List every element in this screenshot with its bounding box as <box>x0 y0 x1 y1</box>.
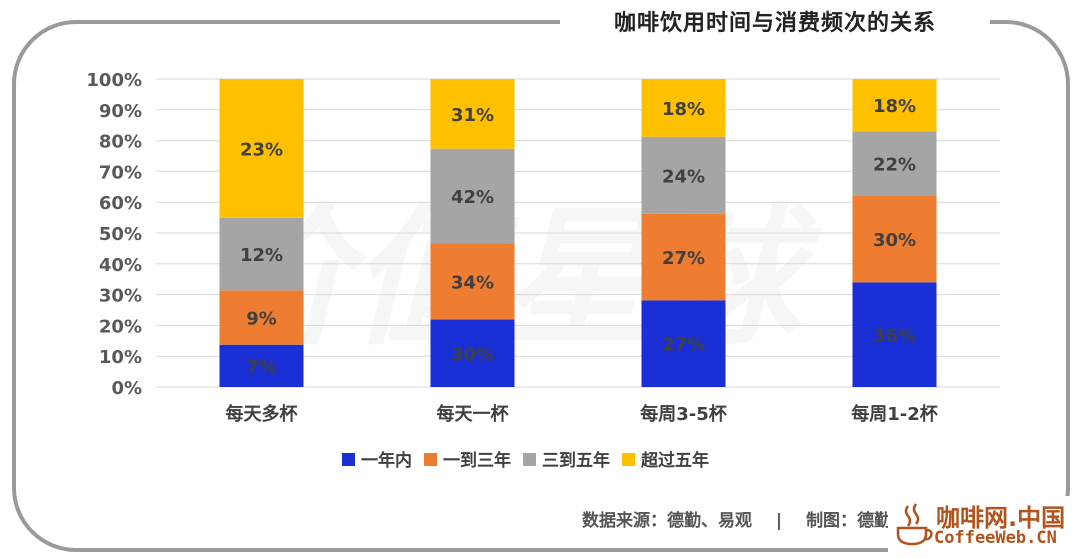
y-tick-label: 90% <box>99 101 142 122</box>
logo-name-en: CoffeeWeb.CN <box>934 528 1057 548</box>
bar-segment <box>852 195 937 283</box>
bar-segment <box>219 290 304 345</box>
separator: | <box>775 511 783 531</box>
y-tick-label: 100% <box>86 70 142 91</box>
bar-segment <box>641 79 726 137</box>
legend-label: 超过五年 <box>641 450 709 471</box>
data-label: 9% <box>246 309 277 330</box>
x-category-label: 每天多杯 <box>226 403 299 425</box>
data-label: 27% <box>662 248 705 269</box>
bar-segment <box>852 79 937 132</box>
legend-swatch <box>342 453 355 466</box>
bar-segment <box>430 79 515 149</box>
data-label: 24% <box>662 166 705 187</box>
credit-value: 德勤 <box>857 511 892 531</box>
stacked-bar-chart: 0% 10% 20% 30% 40% 50% 60% 70% 80% 90% 100% 7% 9% 12%… <box>86 70 1000 471</box>
data-label: 23% <box>240 139 283 160</box>
bar-segment <box>430 148 515 244</box>
data-label: 36% <box>873 326 916 347</box>
x-category-label: 每周3-5杯 <box>640 403 728 425</box>
y-tick-label: 20% <box>99 316 142 337</box>
legend-swatch <box>622 453 635 466</box>
bar-segment <box>641 300 726 387</box>
bar-segment <box>219 344 304 387</box>
bar-segment <box>430 319 515 387</box>
y-tick-label: 80% <box>99 132 142 153</box>
x-category-label: 每周1-2杯 <box>851 403 939 425</box>
bar-segment <box>852 282 937 387</box>
chart-title: 咖啡饮用时间与消费频次的关系 <box>560 4 990 44</box>
coffee-cup-icon <box>896 503 933 546</box>
data-label: 34% <box>451 272 494 293</box>
legend-label: 三到五年 <box>542 450 610 471</box>
data-label: 12% <box>240 245 283 266</box>
y-tick-label: 10% <box>99 347 142 368</box>
data-label: 31% <box>451 105 494 126</box>
data-label: 42% <box>451 187 494 208</box>
source-line: 数据来源：德勤、易观 | 制图：德勤 <box>582 506 891 531</box>
bar-segment <box>430 243 515 320</box>
x-category-label: 每天一杯 <box>437 403 510 425</box>
legend-swatch <box>523 453 536 466</box>
y-tick-label: 60% <box>99 193 142 214</box>
y-tick-label: 0% <box>111 378 142 399</box>
bar-segment <box>852 131 937 196</box>
legend-label: 一年内 <box>361 450 412 471</box>
data-label: 18% <box>873 96 916 117</box>
data-label: 18% <box>662 99 705 120</box>
logo-name-cn: 咖啡网.中国 <box>936 504 1066 532</box>
bar-segment <box>641 136 726 214</box>
data-label: 22% <box>873 154 916 175</box>
data-label: 7% <box>246 357 277 378</box>
logo: 咖啡网.中国 CoffeeWeb.CN <box>888 496 1074 554</box>
y-tick-label: 50% <box>99 224 142 245</box>
legend-label: 一到三年 <box>443 450 511 471</box>
data-label: 30% <box>451 344 494 365</box>
y-tick-label: 40% <box>99 255 142 276</box>
legend-swatch <box>424 453 437 466</box>
data-label: 27% <box>662 335 705 356</box>
y-tick-label: 30% <box>99 286 142 307</box>
y-tick-label: 70% <box>99 162 142 183</box>
bar-segment <box>641 213 726 301</box>
credit-label: 制图： <box>806 511 858 531</box>
bar-segment <box>219 79 304 218</box>
data-label: 30% <box>873 230 916 251</box>
bar-segment <box>219 217 304 291</box>
source-text: 数据来源：德勤、易观 <box>582 511 752 531</box>
